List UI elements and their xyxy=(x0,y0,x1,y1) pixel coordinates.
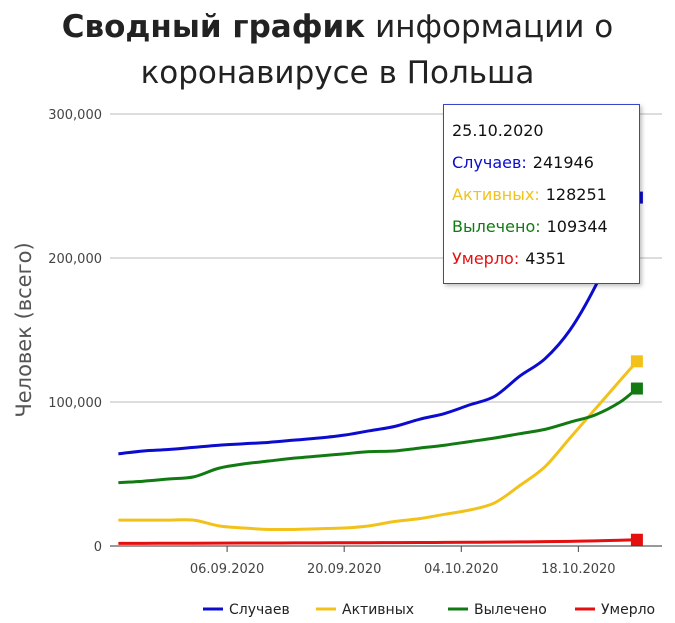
legend-label: Активных xyxy=(342,602,414,618)
tooltip-row: Вылечено: 109344 xyxy=(452,211,639,243)
tooltip-row: Активных: 128251 xyxy=(452,179,639,211)
x-tick-label: 20.09.2020 xyxy=(307,562,381,577)
legend[interactable]: Случаев Активных Вылечено Умерло xyxy=(203,602,655,618)
series-line-Умерло xyxy=(118,538,637,545)
legend-label: Случаев xyxy=(229,602,290,618)
y-tick-label: 300,000 xyxy=(48,108,102,123)
tooltip-row-value: 4351 xyxy=(525,249,566,268)
x-tick-label: 04.10.2020 xyxy=(424,562,498,577)
chart-title-rest: информации о xyxy=(375,9,614,45)
y-tick-label: 100,000 xyxy=(48,396,102,411)
tooltip-row-label: Умерло: xyxy=(452,249,520,268)
series-line-Активных xyxy=(118,360,639,532)
tooltip-row-label: Вылечено: xyxy=(452,217,541,236)
data-tooltip: 25.10.2020 Случаев: 241946 Активных: 128251… xyxy=(443,104,640,284)
chart-title-bold: Сводный график xyxy=(61,9,366,45)
x-tick-label: 06.09.2020 xyxy=(190,562,264,577)
tooltip-date: 25.10.2020 xyxy=(452,121,544,140)
tooltip-row-label: Активных: xyxy=(452,185,540,204)
y-tick-label: 200,000 xyxy=(48,252,102,267)
tooltip-row-value: 241946 xyxy=(532,153,594,172)
chart-title-line2: коронавирусе в Польша xyxy=(140,55,535,91)
tooltip-row-value: 128251 xyxy=(545,185,607,204)
tooltip-rows: Случаев: 241946 Активных: 128251 Вылечено: 10… xyxy=(452,147,639,275)
chart-title: Сводный график информации о коронавирусе… xyxy=(0,4,675,96)
y-tick-label: 0 xyxy=(94,540,102,555)
tooltip-row: Умерло: 4351 xyxy=(452,243,639,275)
series-end-marker xyxy=(630,355,643,368)
x-axis-ticks: 06.09.2020 20.09.2020 04.10.2020 18.10.2020 xyxy=(190,546,616,577)
series-end-marker xyxy=(630,382,643,395)
series-line-Вылечено xyxy=(118,387,638,485)
y-axis-label: Человек (всего) xyxy=(12,242,36,417)
series-lines[interactable] xyxy=(118,191,643,546)
x-tick-label: 18.10.2020 xyxy=(541,562,615,577)
tooltip-row-label: Случаев: xyxy=(452,153,527,172)
legend-label: Умерло xyxy=(601,602,655,618)
series-line-Случаев xyxy=(118,196,639,456)
legend-label: Вылечено xyxy=(474,602,547,618)
tooltip-row-value: 109344 xyxy=(546,217,608,236)
y-axis-ticks: 0 100,000 200,000 300,000 xyxy=(48,108,102,555)
series-end-marker xyxy=(630,533,643,546)
tooltip-row: Случаев: 241946 xyxy=(452,147,639,179)
